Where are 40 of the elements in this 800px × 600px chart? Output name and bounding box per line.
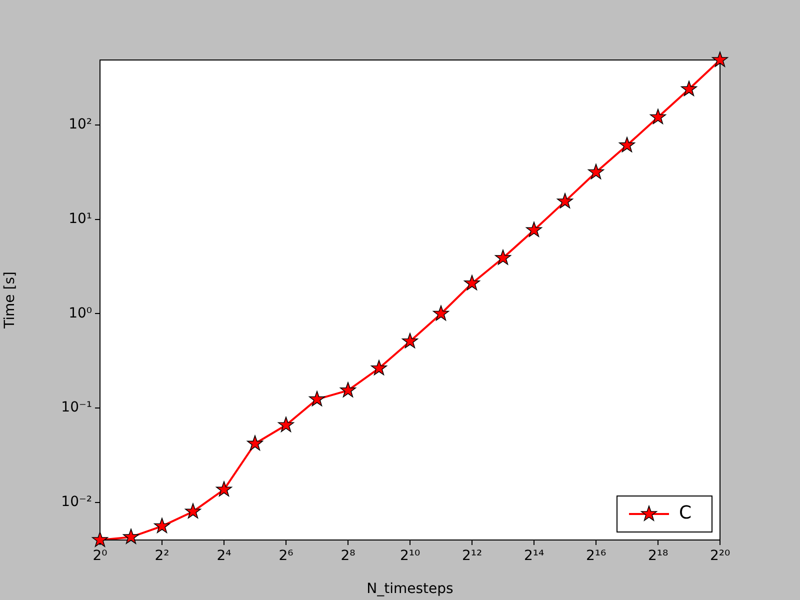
y-tick-label: 10¹ [68, 211, 92, 228]
point [588, 164, 604, 180]
point [618, 136, 636, 152]
point [402, 332, 418, 348]
point [464, 274, 480, 290]
x-axis-title: N_timesteps [366, 581, 454, 598]
point [432, 305, 450, 321]
point [370, 360, 388, 376]
point [526, 222, 542, 237]
x-tick-label: 2²⁰ [710, 548, 730, 564]
point [712, 52, 728, 67]
y-tick-label: 10⁰ [68, 305, 92, 322]
x-tick-label: 2⁸ [340, 548, 356, 564]
point [340, 382, 356, 398]
point [154, 518, 170, 534]
x-tick-label: 2¹⁸ [648, 548, 668, 564]
x-tick-label: 2¹⁴ [524, 548, 544, 564]
point [650, 108, 666, 124]
y-tick-label: 10⁻² [61, 494, 92, 510]
point [122, 528, 140, 544]
x-tick-label: 2² [154, 548, 170, 564]
x-tick-label: 2⁰ [92, 548, 108, 564]
point [556, 193, 574, 208]
point [216, 481, 232, 496]
point [680, 80, 698, 96]
y-axis-title: Time [s] [2, 272, 18, 330]
point [92, 532, 108, 547]
point [494, 250, 512, 265]
point [246, 435, 264, 451]
legend-label: C [679, 502, 692, 524]
x-tick-label: 2¹⁰ [400, 548, 420, 564]
x-tick-label: 2¹⁶ [586, 548, 606, 564]
x-tick-label: 2¹² [462, 548, 482, 564]
x-tick-label: 2⁴ [216, 548, 232, 564]
x-tick-label: 2⁶ [278, 548, 294, 564]
point [184, 503, 202, 518]
point [278, 416, 294, 432]
y-tick-label: 10⁻¹ [61, 400, 92, 416]
point [308, 390, 326, 406]
y-tick-label: 10² [68, 116, 92, 133]
